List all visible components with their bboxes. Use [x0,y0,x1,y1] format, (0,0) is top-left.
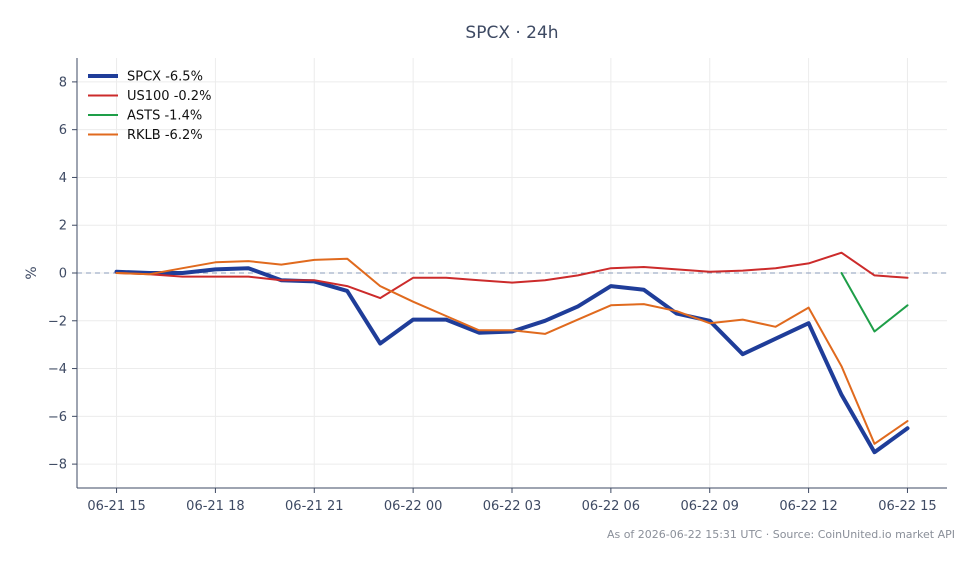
legend: SPCX -6.5% US100 -0.2% ASTS -1.4% RKLB -6.2… [88,70,211,143]
series-lines [114,251,910,455]
legend-label: US100 -0.2% [127,89,211,104]
x-tick-label: 06-22 06 [582,499,640,514]
x-tick-label: 06-22 00 [384,499,442,514]
x-tick-label: 06-21 15 [87,499,145,514]
y-tick-label: −2 [48,314,67,329]
series-line [115,251,909,300]
y-tick-label: 4 [59,171,67,186]
chart-title: SPCX · 24h [465,23,558,43]
x-tick-label: 06-22 12 [779,499,837,514]
series-line [115,257,909,445]
y-tick-label: 8 [59,75,67,90]
y-axis-label: % [24,266,40,279]
source-footnote: As of 2026-06-22 15:31 UTC · Source: Coi… [606,528,955,541]
x-tick-label: 06-22 09 [681,499,739,514]
x-axis-ticks: 06-21 15 06-21 18 06-21 21 06-22 00 06-22 03… [87,488,937,514]
y-tick-label: 6 [59,123,67,138]
y-tick-label: 0 [59,267,67,282]
x-tick-label: 06-22 03 [483,499,541,514]
y-tick-label: −8 [48,458,67,473]
legend-label: SPCX -6.5% [127,70,203,85]
y-tick-label: −4 [48,362,67,377]
x-tick-label: 06-22 15 [878,499,936,514]
x-tick-label: 06-21 21 [285,499,343,514]
legend-label: ASTS -1.4% [127,109,202,124]
x-tick-label: 06-21 18 [186,499,244,514]
y-tick-label: −6 [48,410,67,425]
y-axis-ticks: −8 −6 −4 −2 0 2 4 6 8 [48,75,77,473]
series-line [840,272,909,333]
y-tick-label: 2 [59,219,67,234]
legend-label: RKLB -6.2% [127,128,203,143]
series-line [114,266,910,455]
